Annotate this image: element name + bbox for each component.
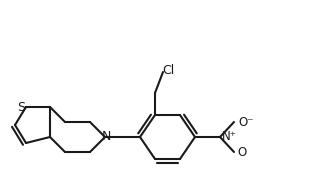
Text: O⁻: O⁻ (238, 116, 254, 129)
Text: O: O (237, 145, 247, 159)
Text: N: N (101, 130, 111, 143)
Text: N⁺: N⁺ (222, 130, 237, 143)
Text: S: S (17, 100, 25, 114)
Text: Cl: Cl (162, 64, 174, 76)
